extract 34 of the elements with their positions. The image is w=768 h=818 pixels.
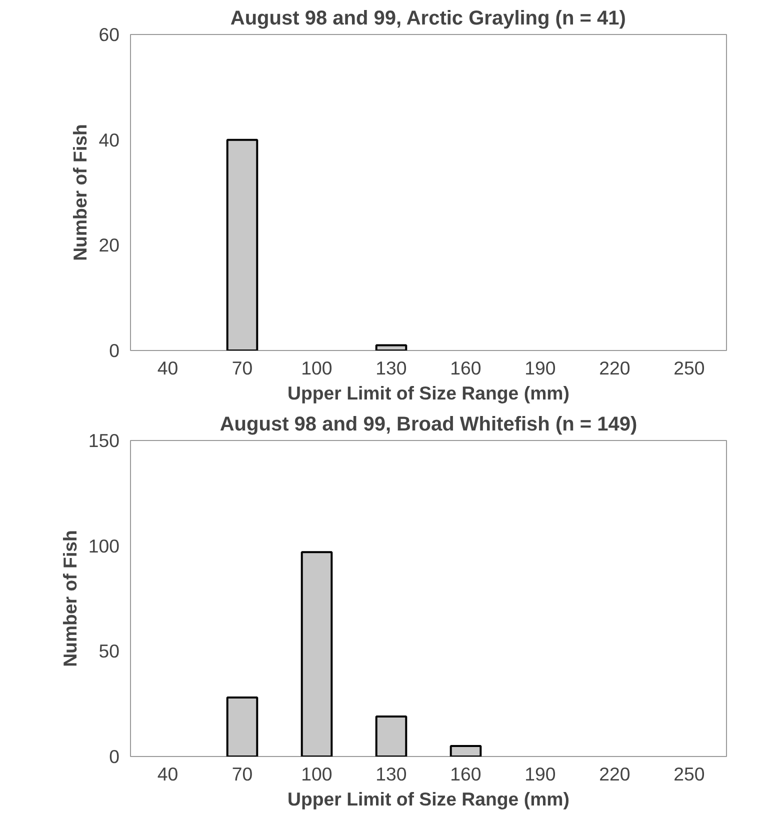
x-tick-label: 40	[157, 358, 178, 378]
x-tick-label: 250	[674, 358, 705, 378]
x-tick-label: 160	[450, 358, 482, 378]
y-tick-label: 0	[109, 746, 120, 767]
y-tick-label: 40	[98, 129, 120, 150]
y-tick-label: 20	[98, 234, 120, 256]
x-tick-label: 220	[599, 358, 630, 378]
x-tick-label: 100	[301, 764, 332, 784]
x-tick-label: 220	[599, 764, 630, 784]
y-axis-title: Number of Fish	[59, 530, 80, 667]
bar	[300, 551, 333, 756]
x-tick-label: 40	[157, 764, 178, 784]
bar	[226, 696, 258, 756]
y-tick-label: 50	[98, 640, 120, 662]
x-axis-title: Upper Limit of Size Range (mm)	[288, 788, 570, 810]
chart-title: August 98 and 99, Arctic Grayling (n = 41)	[230, 8, 626, 30]
y-tick-label: 100	[88, 535, 120, 556]
bar	[450, 744, 482, 756]
y-tick-label: 150	[88, 430, 120, 451]
x-axis-title: Upper Limit of Size Range (mm)	[288, 382, 570, 404]
y-tick-label: 0	[109, 340, 120, 361]
x-tick-label: 70	[232, 764, 253, 784]
x-tick-label: 190	[524, 764, 556, 784]
x-tick-label: 130	[376, 358, 407, 378]
x-tick-label: 100	[301, 358, 332, 378]
y-axis-title: Number of Fish	[70, 124, 91, 261]
x-tick-label: 130	[376, 764, 407, 784]
chart-title: August 98 and 99, Broad Whitefish (n = 149)	[220, 414, 638, 436]
bar	[375, 715, 408, 756]
x-tick-label: 160	[450, 764, 482, 784]
x-tick-label: 250	[674, 764, 705, 784]
x-tick-label: 70	[232, 358, 253, 378]
x-tick-label: 190	[524, 358, 556, 378]
y-tick-label: 60	[98, 24, 120, 45]
